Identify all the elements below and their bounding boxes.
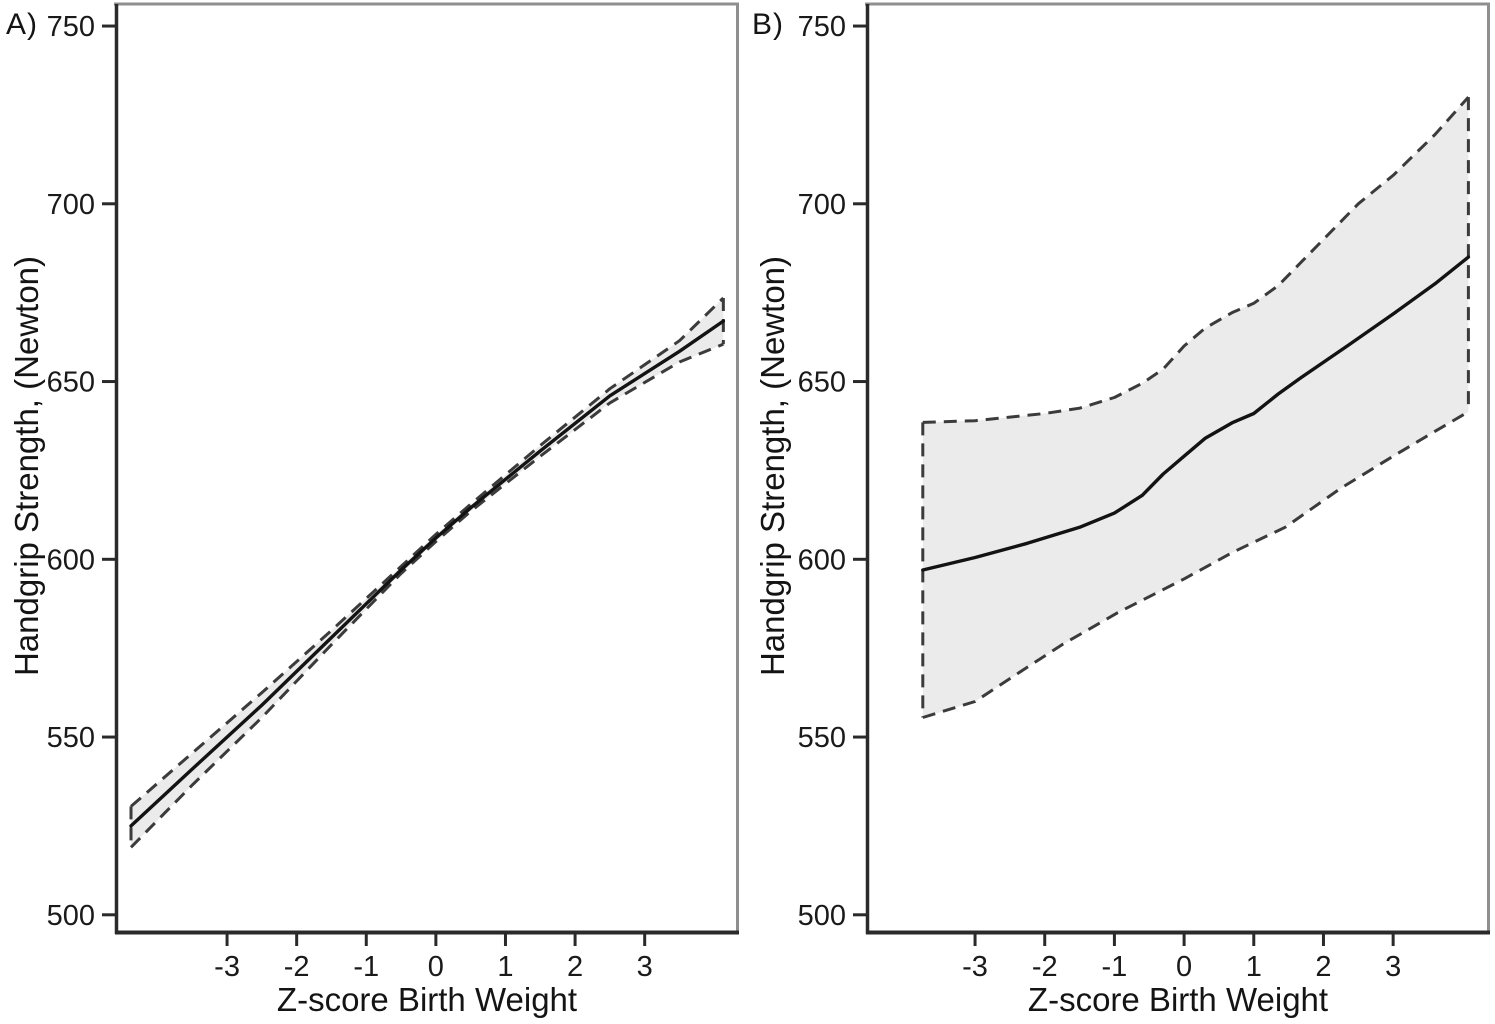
- panel-b-y-axis-title: Handgrip Strength, (Newton): [754, 255, 791, 677]
- x-tick-label: -2: [284, 951, 310, 983]
- panel-b-plot: 500 550 600 650 700 750 -3 -2 -1 0 1 2 3: [798, 2, 1490, 983]
- ci-lower-line: [129, 342, 724, 849]
- x-tick-label: 0: [428, 951, 444, 983]
- y-tick-label: 600: [47, 544, 95, 576]
- x-tick-label: -1: [1102, 951, 1128, 983]
- ci-lower-line: [922, 410, 1470, 719]
- panel-a-label: A): [6, 8, 38, 41]
- ci-upper-line: [130, 296, 725, 808]
- x-tick-label: 3: [637, 951, 653, 983]
- x-tick-label: -3: [214, 951, 240, 983]
- panel-a-y-axis-title: Handgrip Strength, (Newton): [8, 255, 45, 677]
- y-tick-label: 700: [798, 189, 846, 221]
- ci-upper-line: [922, 96, 1470, 424]
- y-tick-label: 750: [798, 11, 846, 43]
- panel-b-label: B): [752, 8, 784, 41]
- x-tick-label: 1: [1246, 951, 1262, 983]
- panel-a-x-axis-title: Z-score Birth Weight: [276, 981, 578, 1018]
- y-tick-label: 650: [798, 367, 846, 399]
- x-tick-label: -1: [353, 951, 379, 983]
- x-tick-label: 1: [497, 951, 513, 983]
- y-tick-label: 750: [47, 11, 95, 43]
- y-tick-label: 700: [47, 189, 95, 221]
- x-tick-label: -2: [1032, 951, 1058, 983]
- x-tick-label: -3: [962, 951, 988, 983]
- y-tick-label: 550: [798, 722, 846, 754]
- mean-line: [921, 255, 1471, 572]
- x-tick-label: 2: [567, 951, 583, 983]
- x-tick-label: 3: [1385, 951, 1401, 983]
- x-tick-label: 0: [1176, 951, 1192, 983]
- panel-a-plot: 500 550 600 650 700 750 -3 -2 -1 0 1 2 3: [47, 2, 739, 983]
- y-tick-label: 550: [47, 722, 95, 754]
- y-tick-label: 600: [798, 544, 846, 576]
- y-tick-label: 500: [47, 900, 95, 932]
- y-tick-label: 650: [47, 367, 95, 399]
- x-tick-label: 2: [1315, 951, 1331, 983]
- y-tick-label: 500: [798, 900, 846, 932]
- confidence-band: [922, 97, 1469, 718]
- panel-b-x-axis-title: Z-score Birth Weight: [1027, 981, 1329, 1018]
- mean-line: [129, 319, 725, 828]
